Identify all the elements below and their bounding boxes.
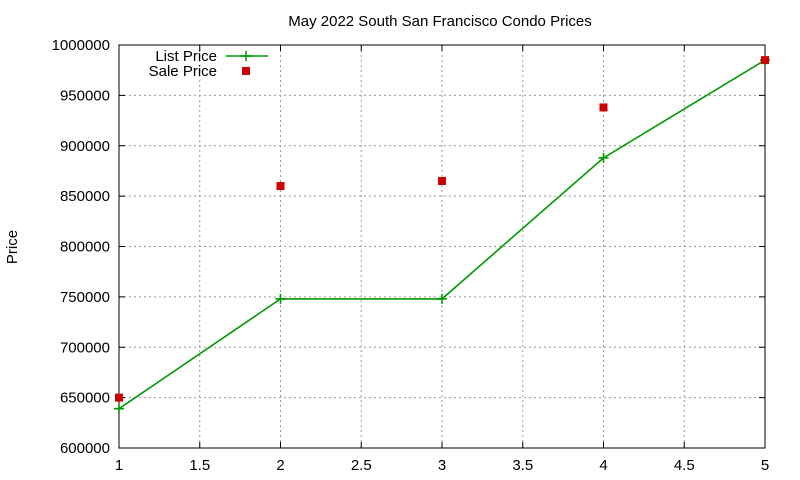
y-axis-label: Price xyxy=(4,230,21,264)
list-price-point xyxy=(114,403,124,414)
x-tick-label: 4.5 xyxy=(674,457,695,474)
list-price-point xyxy=(437,293,447,304)
x-tick-label: 1 xyxy=(115,457,123,474)
x-tick-label: 5 xyxy=(761,457,769,474)
y-tick-label: 650000 xyxy=(60,390,110,407)
sale-price-point xyxy=(599,103,608,112)
series-layer xyxy=(114,55,770,414)
chart-title: May 2022 South San Francisco Condo Price… xyxy=(288,13,592,30)
y-tick-label: 800000 xyxy=(60,239,110,256)
y-tick-label: 900000 xyxy=(60,138,110,155)
y-tick-label: 850000 xyxy=(60,188,110,205)
legend-label-list-price: List Price xyxy=(155,48,217,65)
y-tick-label: 1000000 xyxy=(52,37,110,54)
axis-ticks: 1 1.5 2 2.5 3 3.5 4 4.5 5 600000 650000 700000 75000… xyxy=(52,37,770,474)
legend-swatch-square xyxy=(242,67,250,75)
x-tick-label: 3.5 xyxy=(512,457,533,474)
list-price-point xyxy=(275,293,286,304)
series-list-price xyxy=(114,55,770,414)
grid-lines xyxy=(119,45,765,448)
y-tick-label: 750000 xyxy=(60,289,110,306)
list-price-point xyxy=(598,152,609,163)
legend-label-sale-price: Sale Price xyxy=(149,63,217,80)
x-tick-label: 1.5 xyxy=(189,457,210,474)
sale-price-point xyxy=(276,182,285,191)
y-tick-label: 950000 xyxy=(60,87,110,104)
y-tick-label: 700000 xyxy=(60,339,110,356)
sale-price-point xyxy=(761,56,769,65)
x-tick-label: 2.5 xyxy=(351,457,372,474)
sale-price-point xyxy=(438,177,446,186)
sale-price-point xyxy=(115,393,123,402)
series-sale-price xyxy=(115,56,769,402)
x-tick-label: 4 xyxy=(599,457,607,474)
legend-swatch-cross xyxy=(241,51,251,61)
y-tick-label: 600000 xyxy=(60,440,110,457)
x-tick-label: 3 xyxy=(438,457,446,474)
x-tick-label: 2 xyxy=(276,457,284,474)
